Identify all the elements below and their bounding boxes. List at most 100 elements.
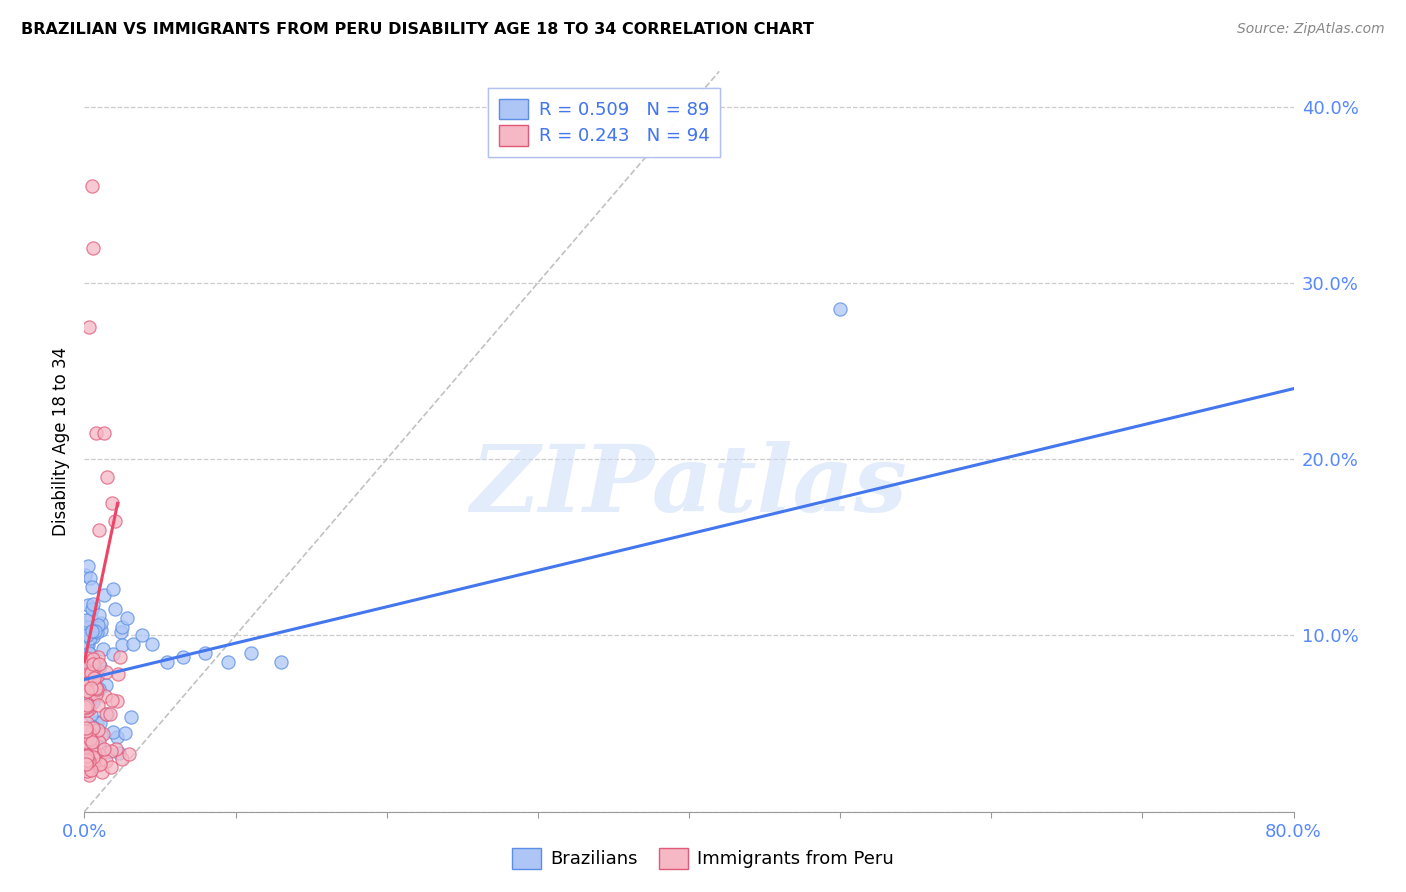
Point — [114, 725, 136, 739]
Point — [115, 611, 138, 625]
Point — [83, 675, 105, 690]
Point — [73, 686, 96, 700]
Point — [79, 731, 101, 746]
Point — [91, 727, 114, 741]
Point — [75, 653, 97, 667]
Point — [76, 626, 98, 640]
Point — [76, 650, 98, 665]
Point — [108, 650, 131, 665]
Point — [96, 754, 118, 768]
Point — [83, 656, 105, 670]
Point — [87, 732, 110, 747]
Point — [79, 571, 101, 585]
Point — [89, 716, 111, 731]
Point — [118, 747, 141, 762]
Point — [83, 747, 105, 762]
Point — [80, 747, 103, 761]
Point — [80, 675, 103, 690]
Point — [172, 649, 194, 664]
Point — [79, 702, 101, 716]
Point — [82, 721, 104, 735]
Point — [80, 660, 103, 674]
Point — [104, 741, 127, 756]
Point — [104, 602, 127, 616]
Point — [93, 741, 115, 756]
Point — [98, 707, 121, 722]
Point — [830, 302, 852, 317]
Point — [82, 630, 104, 644]
Point — [82, 749, 104, 764]
Point — [80, 667, 103, 681]
Point — [83, 751, 105, 765]
Point — [91, 765, 114, 780]
Point — [111, 619, 134, 633]
Point — [77, 755, 100, 769]
Point — [75, 738, 97, 752]
Point — [94, 690, 117, 704]
Point — [111, 638, 134, 652]
Point — [108, 746, 131, 760]
Point — [76, 698, 98, 713]
Point — [87, 650, 110, 665]
Point — [103, 648, 125, 662]
Point — [73, 657, 96, 671]
Point — [75, 700, 97, 714]
Point — [120, 710, 142, 724]
Point — [84, 624, 107, 638]
Point — [76, 764, 98, 779]
Point — [75, 721, 97, 735]
Point — [79, 726, 101, 740]
Point — [89, 659, 111, 673]
Point — [76, 683, 98, 698]
Point — [73, 746, 96, 760]
Point — [100, 744, 122, 758]
Point — [96, 706, 118, 721]
Point — [76, 703, 98, 717]
Point — [121, 637, 143, 651]
Point — [76, 676, 98, 690]
Point — [79, 731, 101, 746]
Point — [86, 715, 108, 730]
Point — [77, 750, 100, 764]
Point — [80, 731, 103, 745]
Point — [86, 683, 108, 698]
Point — [90, 623, 112, 637]
Point — [80, 665, 103, 680]
Text: BRAZILIAN VS IMMIGRANTS FROM PERU DISABILITY AGE 18 TO 34 CORRELATION CHART: BRAZILIAN VS IMMIGRANTS FROM PERU DISABI… — [21, 22, 814, 37]
Point — [76, 638, 98, 652]
Point — [270, 655, 292, 669]
Point — [80, 763, 103, 777]
Point — [82, 597, 104, 611]
Point — [77, 694, 100, 708]
Point — [111, 752, 134, 766]
Point — [194, 646, 217, 660]
Point — [86, 681, 108, 696]
Point — [82, 695, 104, 709]
Point — [76, 748, 98, 763]
Point — [79, 631, 101, 645]
Point — [73, 741, 96, 756]
Point — [82, 241, 104, 255]
Point — [76, 628, 98, 642]
Point — [80, 735, 103, 749]
Point — [80, 624, 103, 638]
Y-axis label: Disability Age 18 to 34: Disability Age 18 to 34 — [52, 347, 70, 536]
Point — [75, 723, 97, 738]
Point — [100, 759, 122, 773]
Point — [82, 691, 104, 706]
Point — [217, 655, 239, 669]
Point — [75, 735, 97, 749]
Point — [103, 582, 125, 596]
Point — [96, 707, 118, 722]
Point — [76, 665, 98, 679]
Point — [75, 613, 97, 627]
Point — [141, 637, 163, 651]
Legend: R = 0.509   N = 89, R = 0.243   N = 94: R = 0.509 N = 89, R = 0.243 N = 94 — [488, 87, 720, 157]
Point — [80, 681, 103, 696]
Point — [96, 678, 118, 692]
Point — [91, 743, 114, 757]
Point — [80, 741, 103, 756]
Point — [107, 667, 129, 681]
Point — [86, 669, 108, 683]
Point — [80, 602, 103, 616]
